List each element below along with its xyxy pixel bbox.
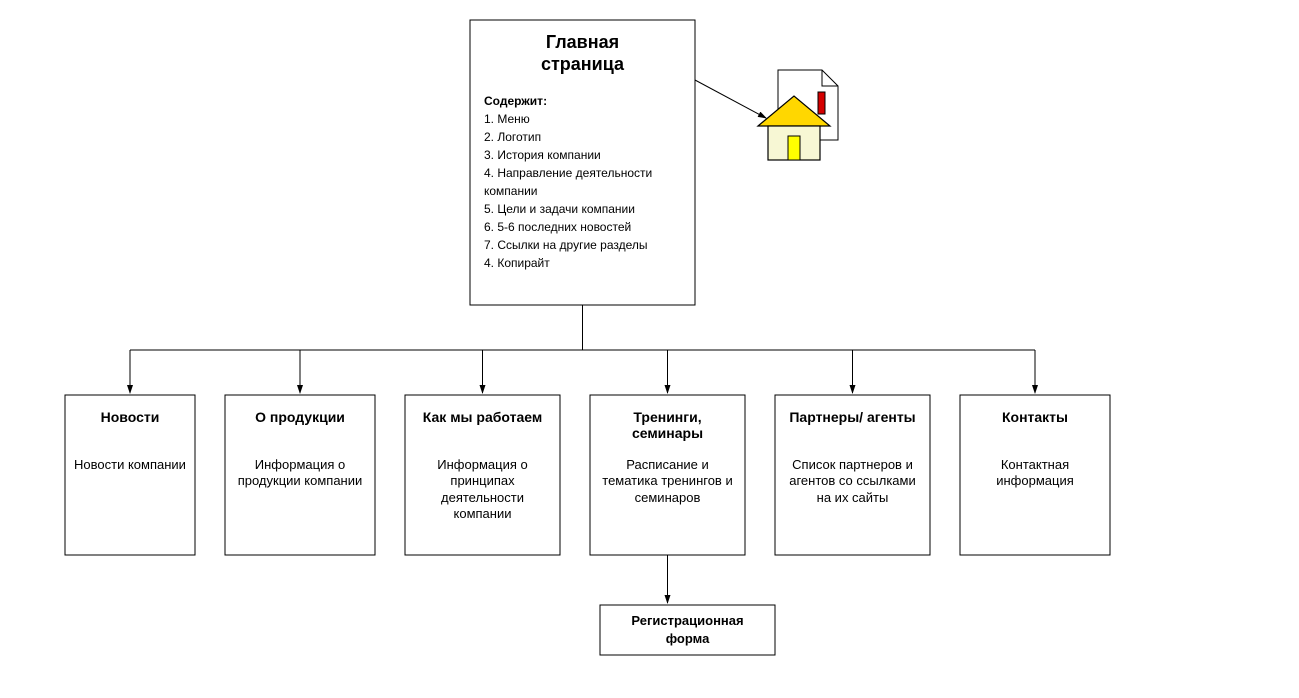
contents-item: 5. Цели и задачи компании	[484, 202, 635, 216]
child-desc-trainings: Расписание и тематика тренингов и семина…	[598, 457, 737, 506]
child-title-howwework: Как мы работаем	[411, 409, 554, 425]
contents-item: 7. Ссылки на другие разделы	[484, 238, 648, 252]
main-title-line1: Главная	[546, 32, 619, 52]
child-desc-howwework: Информация о принципах деятельности комп…	[413, 457, 552, 522]
contents-item: 4. Направление деятельности	[484, 166, 652, 180]
leaf-title-line2: форма	[666, 631, 710, 646]
child-title-news: Новости	[71, 409, 189, 425]
child-title-partners: Партнеры/ агенты	[781, 409, 924, 425]
main-title-line2: страница	[541, 54, 625, 74]
child-title-contacts: Контакты	[966, 409, 1104, 425]
contents-label: Содержит:	[484, 94, 547, 108]
child-title-products: О продукции	[231, 409, 369, 425]
child-desc-partners: Список партнеров и агентов со ссылками н…	[783, 457, 922, 506]
contents-item: 4. Копирайт	[484, 256, 550, 270]
contents-item: 3. История компании	[484, 148, 601, 162]
child-title-trainings: Тренинги, семинары	[596, 409, 739, 441]
contents-item: 6. 5-6 последних новостей	[484, 220, 631, 234]
child-desc-contacts: Контактная информация	[968, 457, 1102, 490]
contents-item: 2. Логотип	[484, 130, 541, 144]
contents-item: компании	[484, 184, 538, 198]
child-desc-products: Информация о продукции компании	[233, 457, 367, 490]
home-page-icon	[758, 70, 838, 160]
sitemap-diagram: Главнаястраница Содержит: 1. Меню 2. Логоти…	[0, 0, 1299, 698]
connector-main-to-icon	[695, 80, 766, 118]
contents-item: 1. Меню	[484, 112, 530, 126]
child-desc-news: Новости компании	[73, 457, 187, 473]
leaf-title-line1: Регистрационная	[631, 613, 743, 628]
